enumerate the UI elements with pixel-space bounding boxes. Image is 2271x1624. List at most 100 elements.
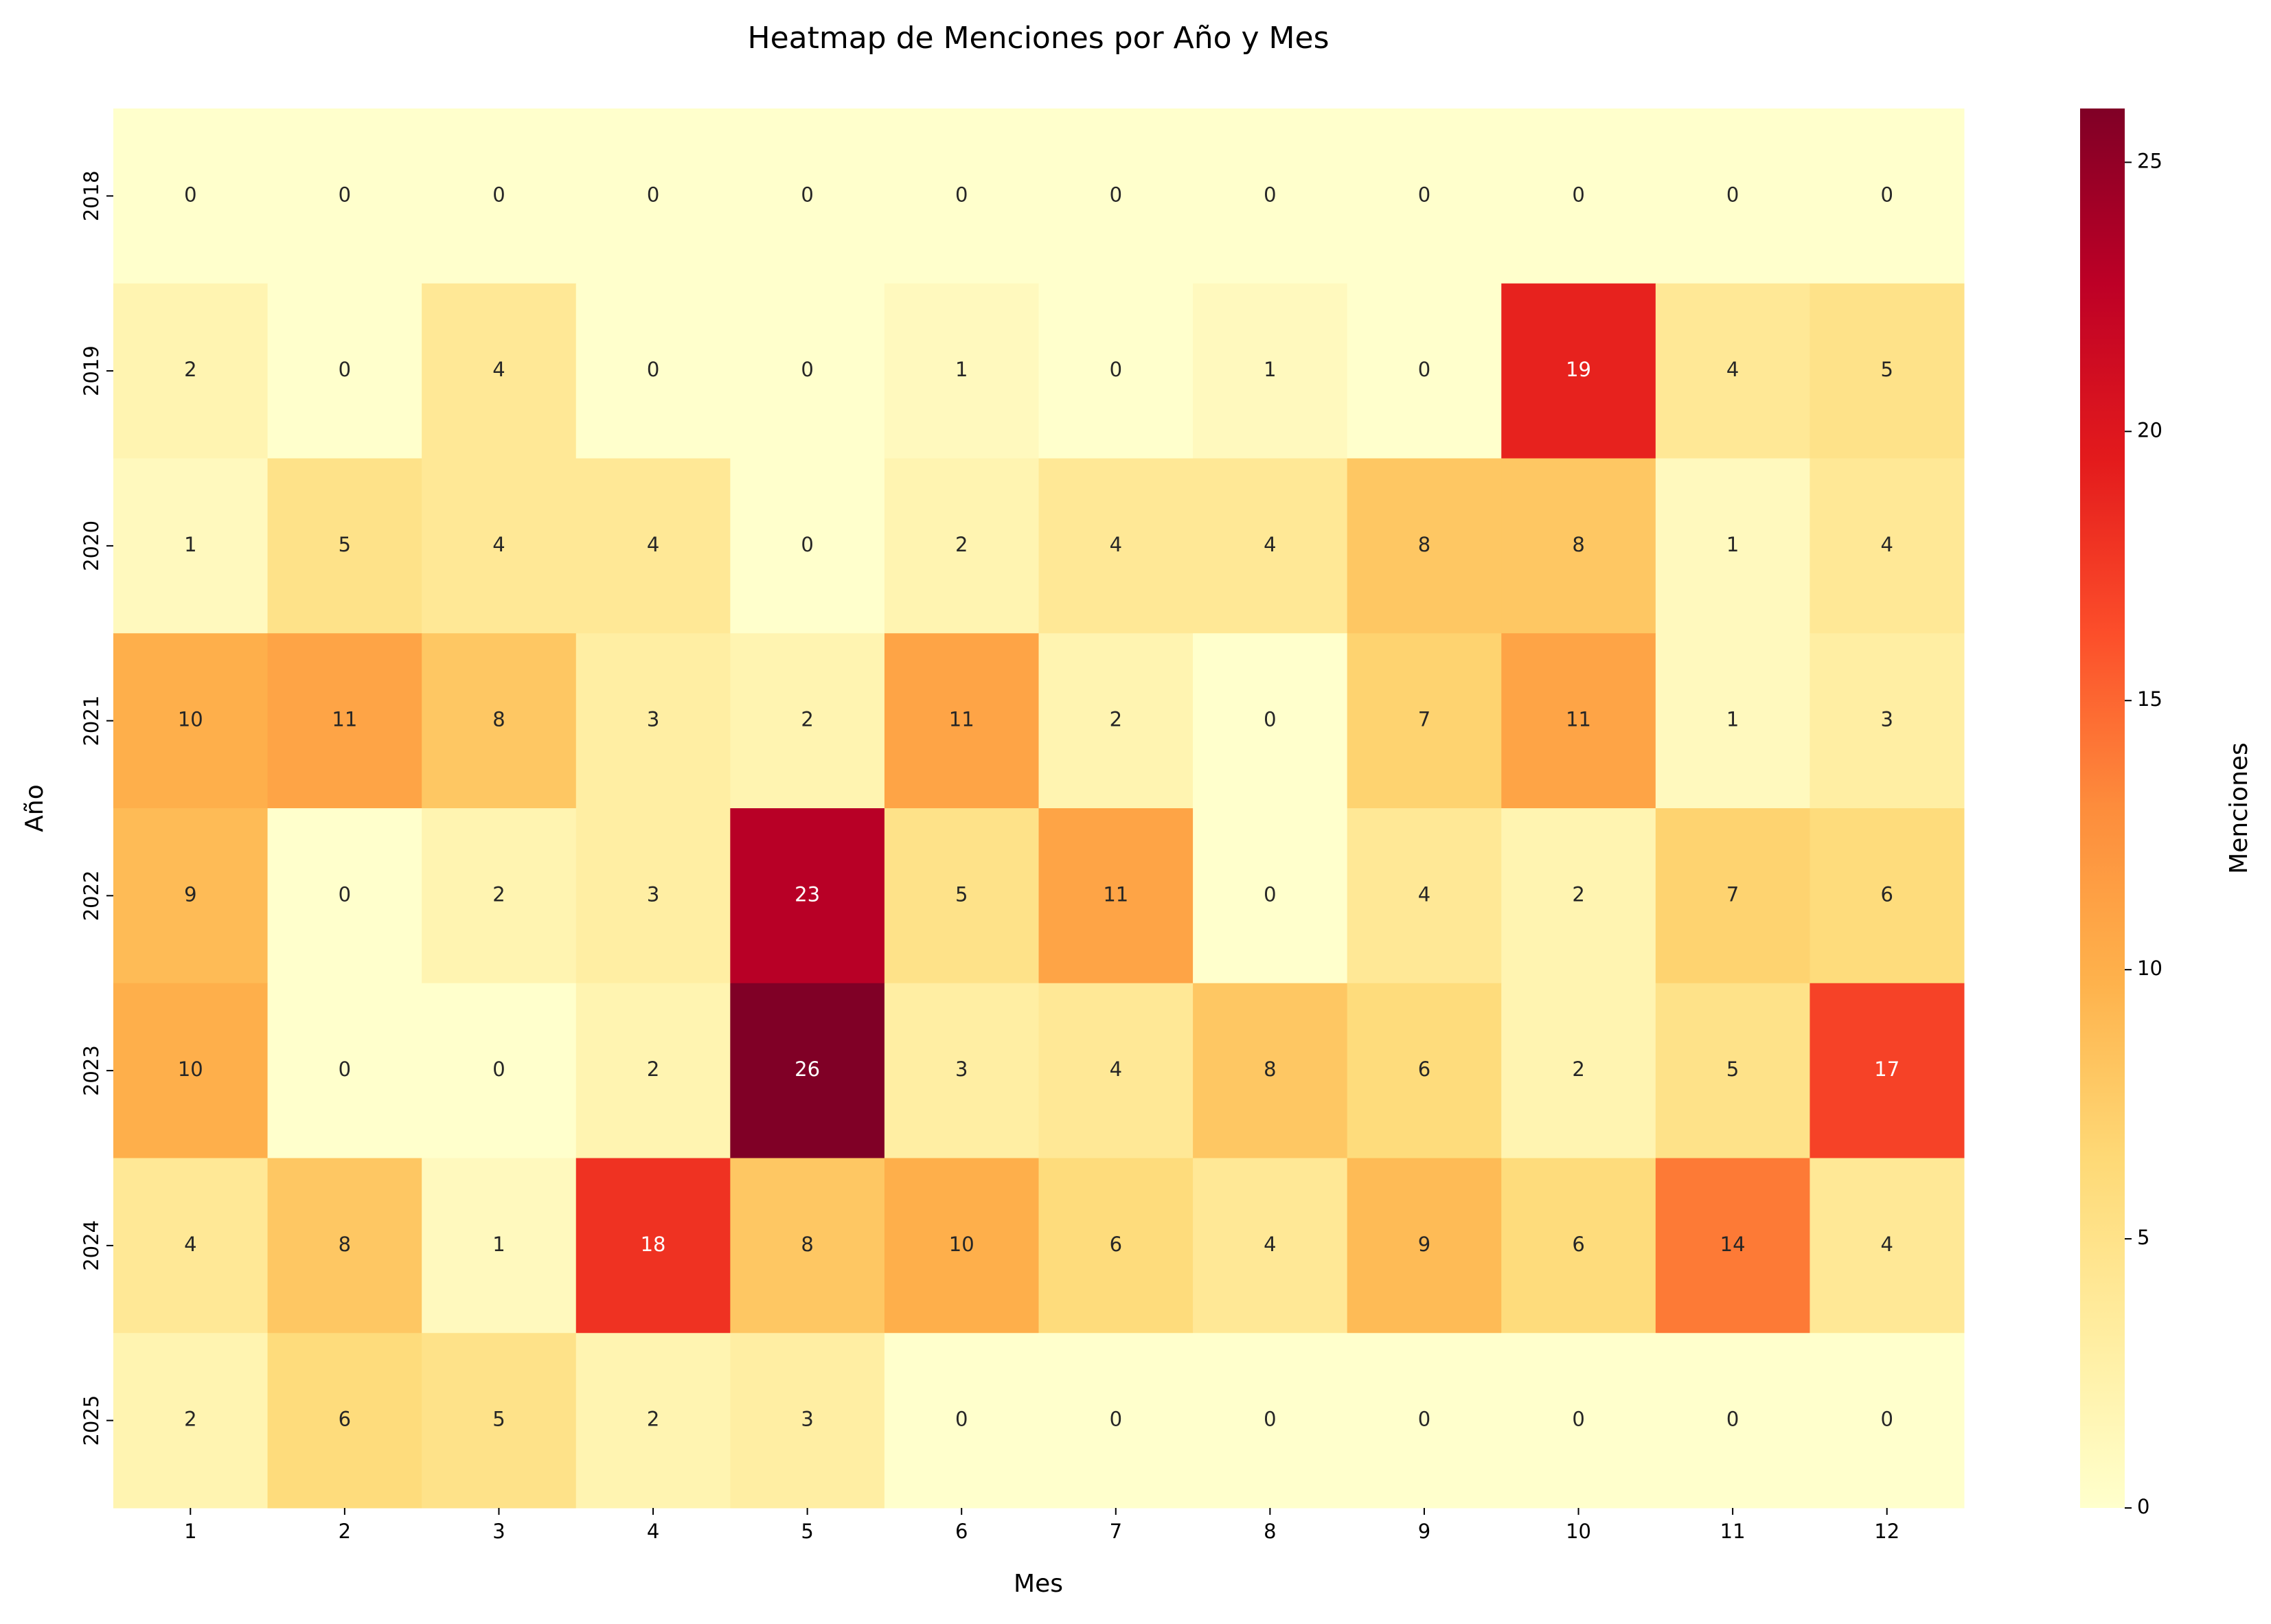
cell-label: 4 xyxy=(184,1233,196,1256)
cell-label: 17 xyxy=(1874,1057,1899,1081)
heatmap-cell xyxy=(422,1333,577,1509)
heatmap-cell xyxy=(267,633,422,809)
heatmap-cell xyxy=(575,633,731,809)
cell-label: 4 xyxy=(1880,1233,1893,1256)
cell-label: 2 xyxy=(184,358,196,381)
y-tick-label: 2024 xyxy=(80,1220,103,1271)
cell-label: 8 xyxy=(1264,1057,1276,1081)
heatmap-cell xyxy=(1038,1333,1194,1509)
x-tick-label: 9 xyxy=(1418,1520,1430,1543)
y-tick-label: 2019 xyxy=(80,345,103,396)
heatmap-cell xyxy=(113,1158,269,1334)
cell-label: 1 xyxy=(492,1233,505,1256)
heatmap-cell xyxy=(575,458,731,634)
cell-label: 0 xyxy=(1418,358,1430,381)
heatmap-cell xyxy=(113,983,269,1158)
heatmap-cell xyxy=(1655,458,1810,634)
heatmap-cell xyxy=(884,458,1039,634)
x-tick-label: 12 xyxy=(1874,1520,1899,1543)
heatmap-cell xyxy=(1038,808,1194,984)
heatmap-cell xyxy=(730,1333,885,1509)
cell-label: 8 xyxy=(492,708,505,731)
cell-label: 0 xyxy=(339,1057,351,1081)
cell-label: 2 xyxy=(955,533,968,556)
cell-label: 2 xyxy=(1572,882,1584,906)
cell-label: 6 xyxy=(1572,1233,1584,1256)
heatmap-cell xyxy=(1655,108,1810,284)
heatmap-cell xyxy=(1038,983,1194,1158)
cell-label: 23 xyxy=(795,882,820,906)
cell-label: 0 xyxy=(801,358,813,381)
x-tick-label: 6 xyxy=(955,1520,968,1543)
heatmap-cell xyxy=(1810,1333,1965,1509)
cell-label: 2 xyxy=(1110,708,1122,731)
cell-label: 4 xyxy=(1110,1057,1122,1081)
heatmap-cell xyxy=(267,108,422,284)
heatmap-cell xyxy=(884,1333,1039,1509)
cell-label: 10 xyxy=(178,708,203,731)
cell-label: 0 xyxy=(1264,882,1276,906)
x-tick-label: 4 xyxy=(647,1520,659,1543)
y-tick-label: 2018 xyxy=(80,170,103,221)
cell-label: 0 xyxy=(339,183,351,206)
cell-label: 0 xyxy=(647,358,659,381)
x-tick-label: 11 xyxy=(1720,1520,1746,1543)
cell-label: 0 xyxy=(955,1408,968,1431)
cell-label: 3 xyxy=(955,1057,968,1081)
chart-title: Heatmap de Menciones por Año y Mes xyxy=(747,21,1329,56)
x-axis-label: Mes xyxy=(1014,1570,1063,1598)
heatmap-cell xyxy=(113,633,269,809)
cell-label: 3 xyxy=(647,882,659,906)
heatmap-cell xyxy=(730,458,885,634)
cell-label: 0 xyxy=(955,183,968,206)
cell-label: 10 xyxy=(949,1233,974,1256)
heatmap-cell xyxy=(1347,458,1502,634)
heatmap-cell xyxy=(1655,283,1810,459)
heatmap-cell xyxy=(422,108,577,284)
cell-label: 2 xyxy=(647,1057,659,1081)
heatmap-cell xyxy=(1038,283,1194,459)
cell-label: 8 xyxy=(339,1233,351,1256)
heatmap-cell xyxy=(422,283,577,459)
cell-label: 7 xyxy=(1726,882,1739,906)
heatmap-cell xyxy=(1038,458,1194,634)
x-tick-label: 2 xyxy=(339,1520,351,1543)
heatmap-cell xyxy=(422,633,577,809)
heatmap-cell xyxy=(1501,458,1656,634)
cell-label: 2 xyxy=(1572,1057,1584,1081)
heatmap-cell xyxy=(113,808,269,984)
heatmap-cell xyxy=(1347,1333,1502,1509)
y-axis-label: Año xyxy=(21,784,49,832)
heatmap-cell xyxy=(1193,1333,1348,1509)
heatmap-cell xyxy=(1501,1333,1656,1509)
heatmap-cell xyxy=(113,108,269,284)
heatmap-cell xyxy=(1347,108,1502,284)
heatmap-cell xyxy=(1655,1333,1810,1509)
x-tick-label: 1 xyxy=(184,1520,196,1543)
y-tick-label: 2023 xyxy=(80,1045,103,1096)
heatmap-cell xyxy=(730,283,885,459)
heatmap-cell xyxy=(884,808,1039,984)
heatmap-cell xyxy=(422,983,577,1158)
x-tick-label: 7 xyxy=(1110,1520,1122,1543)
heatmap-cell xyxy=(1193,633,1348,809)
cell-label: 0 xyxy=(1572,1408,1584,1431)
cell-label: 2 xyxy=(647,1408,659,1431)
heatmap-cell xyxy=(1347,983,1502,1158)
colorbar-tick-label: 15 xyxy=(2137,687,2162,711)
heatmap-cell xyxy=(1655,633,1810,809)
cell-label: 1 xyxy=(1726,708,1739,731)
cell-label: 0 xyxy=(801,183,813,206)
cell-label: 26 xyxy=(795,1057,820,1081)
cell-label: 0 xyxy=(184,183,196,206)
heatmap-cell xyxy=(1193,458,1348,634)
heatmap-cell xyxy=(1655,808,1810,984)
heatmap-cell xyxy=(267,983,422,1158)
cell-label: 0 xyxy=(1110,183,1122,206)
cell-label: 5 xyxy=(955,882,968,906)
cell-label: 4 xyxy=(647,533,659,556)
heatmap-cell xyxy=(884,1158,1039,1334)
heatmap-cell xyxy=(113,1333,269,1509)
cell-label: 0 xyxy=(1880,1408,1893,1431)
